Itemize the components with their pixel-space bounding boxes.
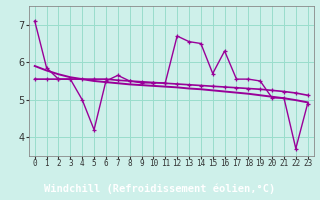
- Text: Windchill (Refroidissement éolien,°C): Windchill (Refroidissement éolien,°C): [44, 183, 276, 194]
